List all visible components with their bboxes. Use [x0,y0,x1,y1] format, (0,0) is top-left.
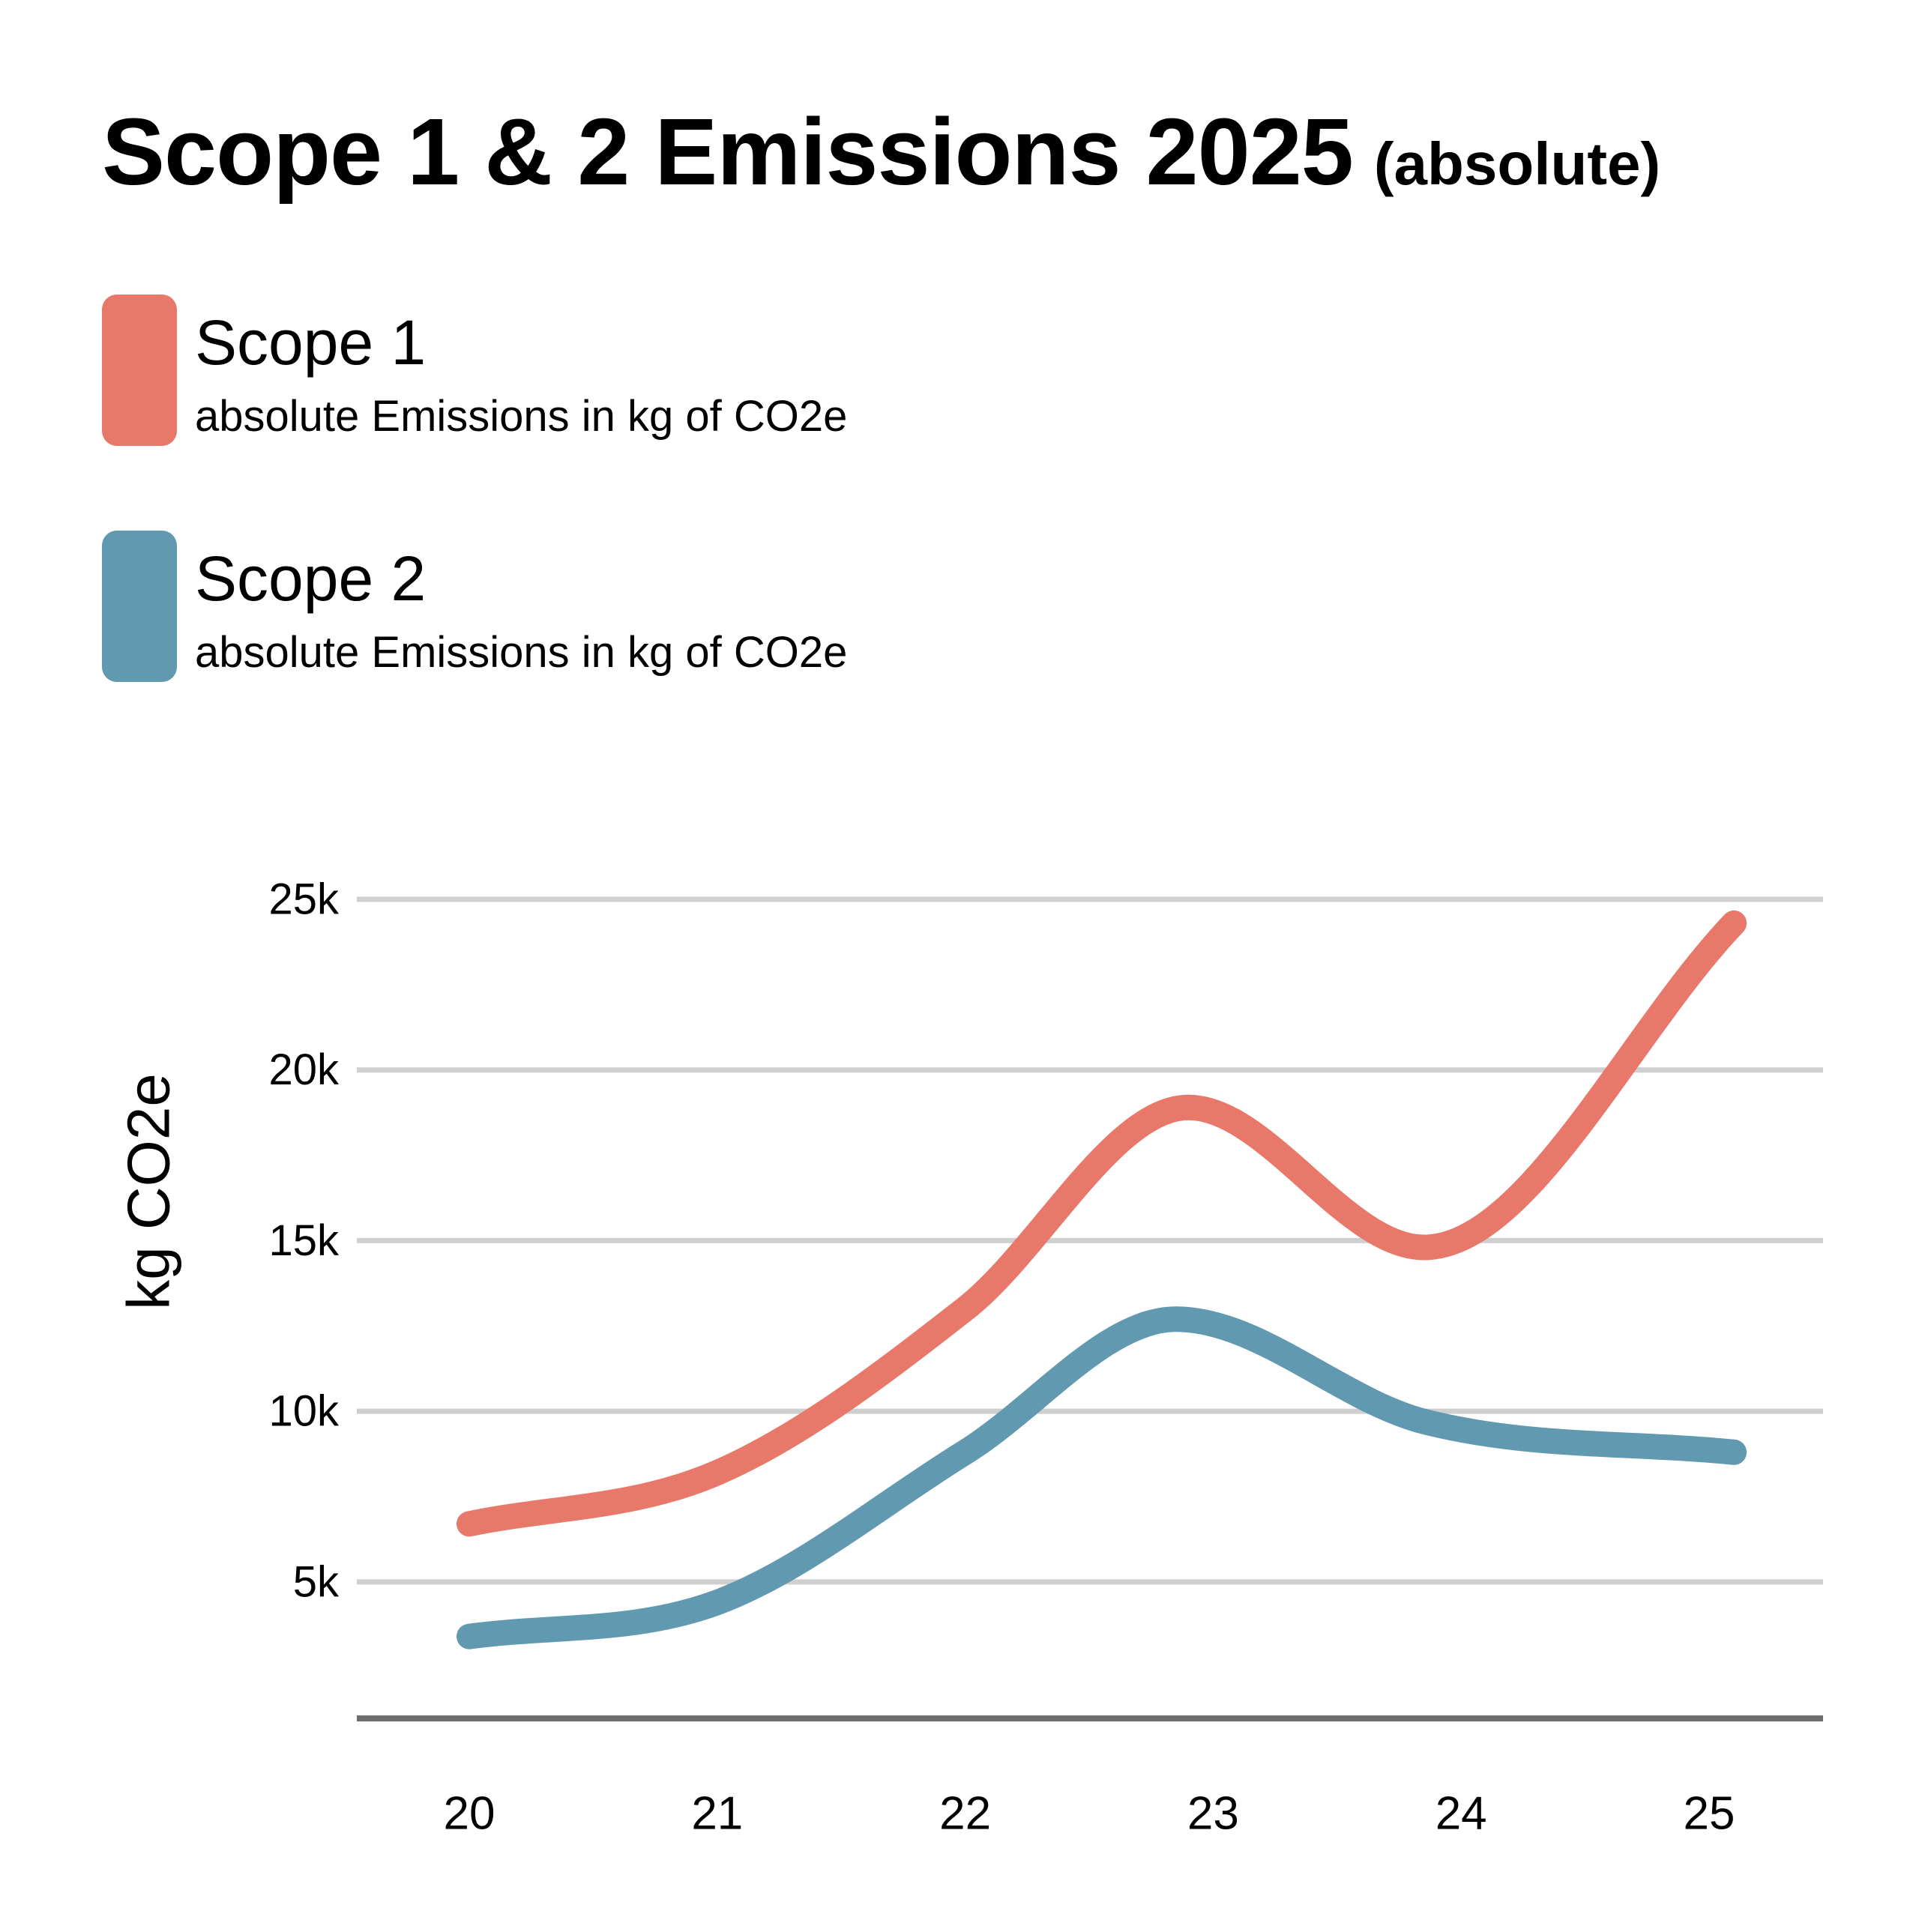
legend-description-scope-2: absolute Emissions in kg of CO2e [195,628,848,677]
chart-title: Scope 1 & 2 Emissions 2025 (absolute) [102,105,1660,199]
series-lines [457,910,1747,1649]
y-tick-label-25k: 25k [268,875,340,924]
x-tick-label-25: 25 [1684,1788,1735,1840]
x-axis-ticks: 20 21 22 23 24 25 [444,1788,1735,1840]
y-axis-ticks: 5k 10k 15k 20k 25k [268,875,340,1607]
x-tick-label-21: 21 [691,1788,743,1840]
y-tick-label-10k: 10k [268,1387,340,1436]
chart-title-qualifier: (absolute) [1373,130,1661,197]
series-line-scope-2 [457,1306,1747,1649]
x-tick-label-22: 22 [939,1788,991,1840]
gridlines [357,896,1823,1585]
legend-label-scope-1: Scope 1 [195,307,427,378]
series-line-scope-1 [457,910,1747,1537]
x-tick-label-24: 24 [1436,1788,1487,1840]
legend-label-scope-2: Scope 2 [195,543,427,614]
y-tick-label-5k: 5k [293,1557,340,1606]
x-tick-label-20: 20 [444,1788,495,1840]
legend-swatch-scope-2 [102,531,177,682]
legend-swatch-scope-1 [102,295,177,446]
x-tick-label-23: 23 [1187,1788,1239,1840]
y-axis-label: kg CO2e [115,1073,182,1310]
y-tick-label-20k: 20k [268,1045,340,1094]
y-tick-label-15k: 15k [268,1216,340,1265]
legend-description-scope-1: absolute Emissions in kg of CO2e [195,392,848,441]
chart-title-main: Scope 1 & 2 Emissions 2025 [102,99,1354,205]
